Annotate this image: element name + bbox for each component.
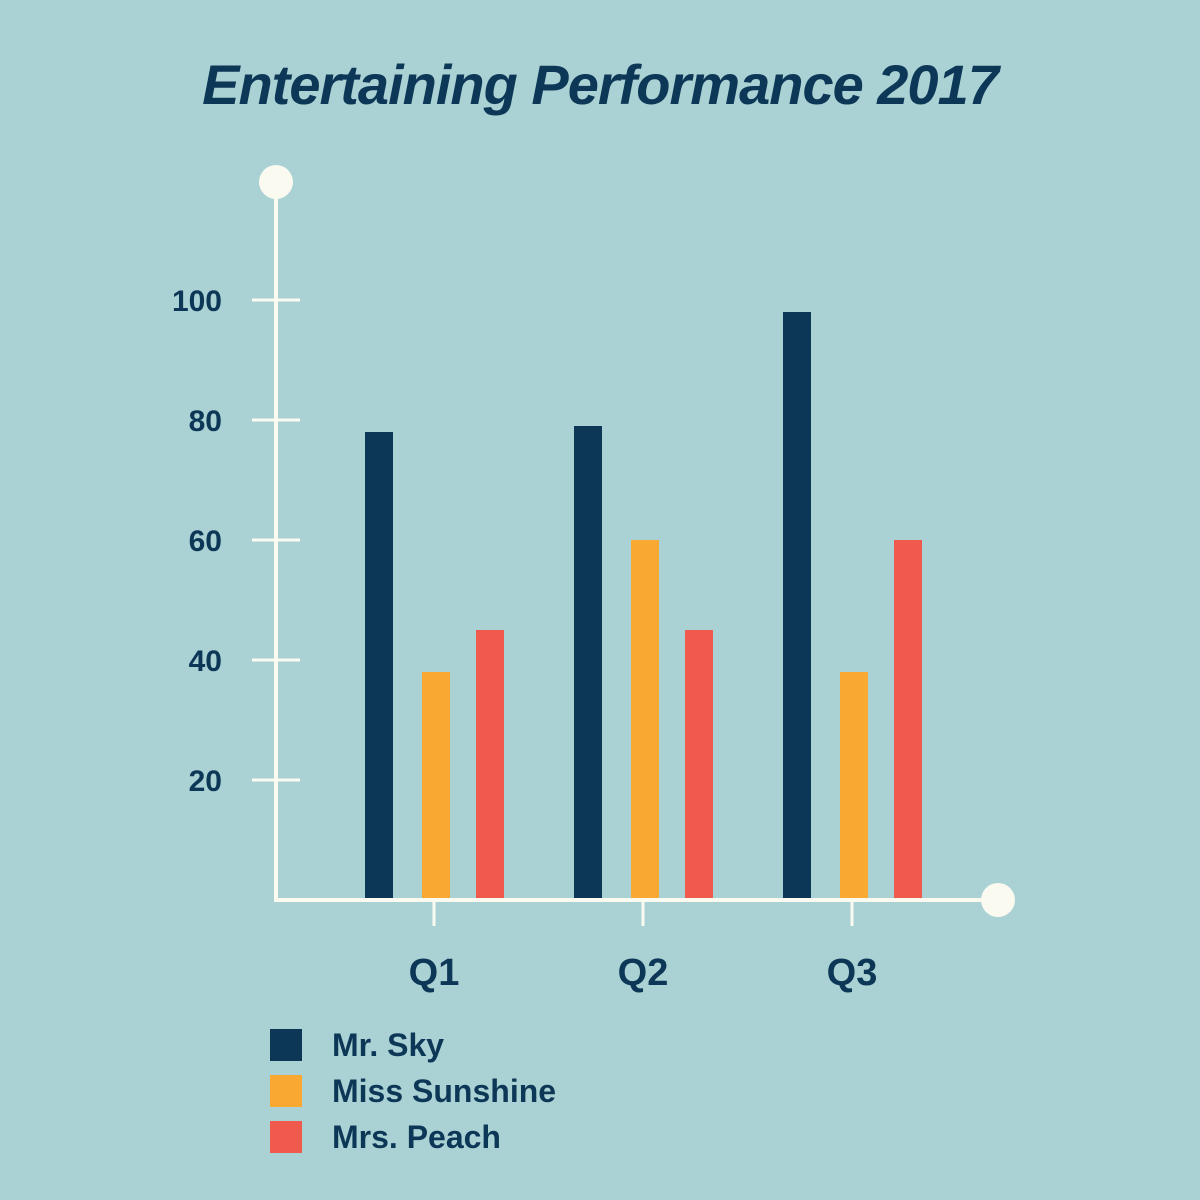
legend-item-mr-sky: Mr. Sky <box>270 1022 556 1068</box>
chart-title: Entertaining Performance 2017 <box>202 53 999 116</box>
chart-legend: Mr. Sky Miss Sunshine Mrs. Peach <box>270 1022 556 1160</box>
bar-mr-sky-q1 <box>365 432 393 900</box>
x-tick-label-q3: Q3 <box>827 952 878 994</box>
bar-miss-sunshine-q3 <box>840 672 868 900</box>
x-tick-label-q1: Q1 <box>409 952 460 994</box>
legend-swatch-mr-sky <box>270 1029 302 1061</box>
legend-label: Miss Sunshine <box>332 1072 557 1109</box>
x-axis-end-dot <box>981 883 1015 917</box>
bar-mr-sky-q2 <box>574 426 602 900</box>
y-tick-label-60: 60 <box>189 525 222 558</box>
y-tick-label-20: 20 <box>189 765 222 798</box>
legend-swatch-mrs-peach <box>270 1121 302 1153</box>
bar-mr-sky-q3 <box>783 312 811 900</box>
legend-label: Mrs. Peach <box>332 1118 501 1155</box>
legend-item-miss-sunshine: Miss Sunshine <box>270 1068 556 1114</box>
bar-mrs-peach-q1 <box>476 630 504 900</box>
y-tick-label-40: 40 <box>189 645 222 678</box>
y-tick-label-80: 80 <box>189 405 222 438</box>
bar-miss-sunshine-q2 <box>631 540 659 900</box>
x-tick-label-q2: Q2 <box>618 952 669 994</box>
legend-swatch-miss-sunshine <box>270 1075 302 1107</box>
y-axis-end-dot <box>259 165 293 199</box>
legend-item-mrs-peach: Mrs. Peach <box>270 1114 556 1160</box>
legend-label: Mr. Sky <box>332 1026 445 1063</box>
bar-miss-sunshine-q1 <box>422 672 450 900</box>
y-tick-label-100: 100 <box>172 285 222 318</box>
bar-mrs-peach-q2 <box>685 630 713 900</box>
bar-mrs-peach-q3 <box>894 540 922 900</box>
